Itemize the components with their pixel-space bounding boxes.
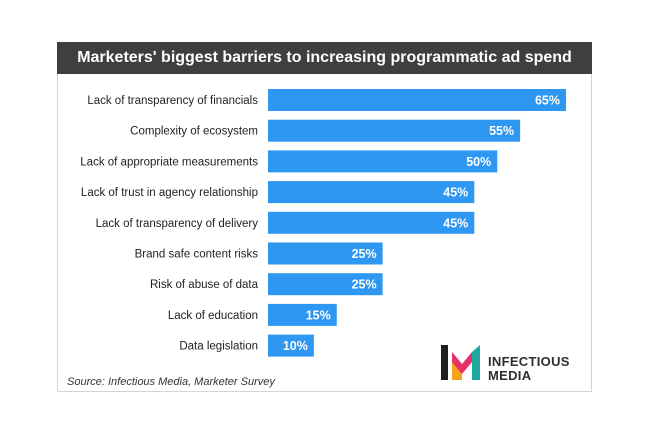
chart-source: Source: Infectious Media, Marketer Surve…: [67, 376, 275, 388]
logo-text-line2: MEDIA: [488, 368, 532, 383]
bar: [268, 334, 314, 357]
bar: [268, 150, 498, 173]
category-label: Risk of abuse of data: [150, 279, 259, 291]
bar: [268, 303, 337, 326]
logo-mark-icon: [441, 345, 480, 380]
bar-value-label: 15%: [306, 308, 331, 322]
category-label: Lack of appropriate measurements: [80, 156, 258, 168]
category-label: Lack of transparency of delivery: [96, 218, 259, 230]
category-label: Data legislation: [179, 341, 258, 353]
bar-value-label: 50%: [466, 155, 491, 169]
bar: [268, 181, 475, 204]
logo-text-line1: INFECTIOUS: [488, 354, 570, 369]
bar: [268, 273, 383, 296]
category-label: Lack of trust in agency relationship: [81, 187, 258, 199]
bar-value-label: 45%: [443, 186, 468, 200]
category-label: Lack of transparency of financials: [87, 95, 258, 107]
bar-value-label: 25%: [352, 247, 377, 261]
bar: [268, 211, 475, 234]
bar-value-label: 10%: [283, 339, 308, 353]
category-label: Complexity of ecosystem: [130, 126, 258, 138]
bar: [268, 89, 566, 111]
infectious-media-logo: INFECTIOUS MEDIA: [440, 342, 590, 383]
bar-value-label: 65%: [535, 94, 560, 108]
bar: [268, 119, 521, 142]
chart-title: Marketers' biggest barriers to increasin…: [57, 42, 592, 74]
bar-value-label: 55%: [489, 124, 514, 138]
category-label: Lack of education: [168, 310, 258, 322]
bar-value-label: 25%: [352, 278, 377, 292]
category-label: Brand safe content risks: [135, 249, 259, 261]
bar: [268, 242, 383, 265]
bar-value-label: 45%: [443, 216, 468, 230]
